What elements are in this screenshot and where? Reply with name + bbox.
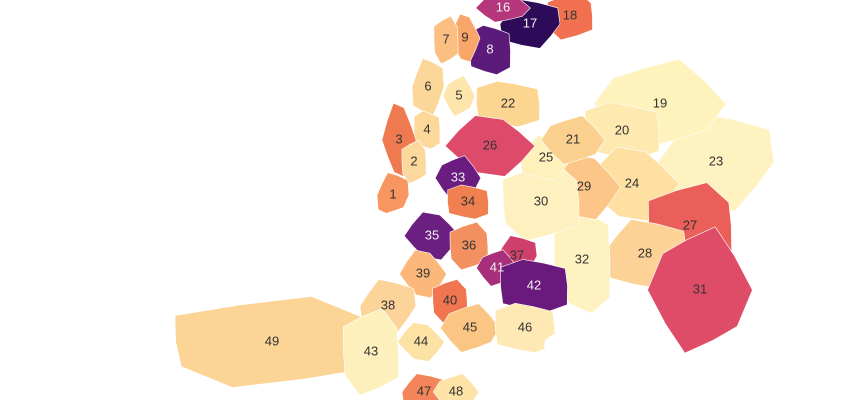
district-label: 32 [575, 251, 589, 266]
district-label: 1 [389, 186, 396, 201]
district-label: 42 [527, 277, 541, 292]
district-label: 17 [523, 15, 537, 30]
district-shape [447, 184, 489, 220]
district-shape [433, 15, 459, 65]
district-shape [432, 373, 480, 400]
district-shape [403, 211, 461, 261]
district-label: 3 [395, 131, 402, 146]
district-shape [476, 80, 540, 128]
district-shape [342, 308, 400, 396]
district-label: 16 [496, 0, 510, 14]
district-label: 40 [443, 292, 457, 307]
district-label: 39 [416, 265, 430, 280]
district-shapes [174, 0, 775, 400]
district-label: 31 [693, 281, 707, 296]
district-label: 21 [566, 131, 580, 146]
district-shape [174, 296, 370, 388]
district-label: 26 [483, 137, 497, 152]
river [340, 205, 410, 238]
water [340, 205, 605, 391]
district-label: 2 [410, 153, 417, 168]
district-shape [494, 302, 556, 354]
district-label: 22 [501, 95, 515, 110]
district-label: 8 [486, 41, 493, 56]
district-shape [475, 0, 531, 23]
district-label: 23 [709, 153, 723, 168]
district-label: 19 [653, 95, 667, 110]
district-shape [401, 139, 427, 185]
district-shape [500, 259, 568, 313]
district-label: 45 [463, 319, 477, 334]
district-label: 44 [414, 333, 428, 348]
district-label: 49 [265, 333, 279, 348]
district-shape [442, 75, 476, 117]
district-label: 36 [462, 237, 476, 252]
district-label: 30 [534, 193, 548, 208]
district-label: 33 [451, 169, 465, 184]
district-shape [413, 110, 441, 150]
district-label: 41 [490, 259, 504, 274]
district-label: 34 [461, 193, 475, 208]
district-shape [540, 115, 606, 165]
district-label: 7 [442, 31, 449, 46]
district-label: 5 [455, 87, 462, 102]
district-shape [647, 226, 753, 354]
district-label: 9 [461, 29, 468, 44]
district-label: 48 [449, 383, 463, 398]
district-label: 28 [638, 245, 652, 260]
district-label: 18 [563, 7, 577, 22]
district-label: 37 [510, 247, 524, 262]
district-label: 43 [364, 343, 378, 358]
district-label: 6 [424, 78, 431, 93]
district-label: 35 [425, 227, 439, 242]
district-label: 25 [539, 149, 553, 164]
district-label: 29 [577, 178, 591, 193]
district-label: 38 [381, 297, 395, 312]
district-labels: 4923192024272831322930252122261817168976… [265, 0, 723, 398]
bay [544, 326, 605, 391]
district-label: 24 [625, 175, 639, 190]
district-label: 27 [683, 217, 697, 232]
district-label: 47 [417, 383, 431, 398]
district-label: 20 [615, 122, 629, 137]
district-label: 4 [423, 121, 430, 136]
district-shape [411, 58, 445, 116]
district-shape [440, 303, 500, 353]
district-label: 46 [518, 319, 532, 334]
district-shape [657, 112, 775, 212]
